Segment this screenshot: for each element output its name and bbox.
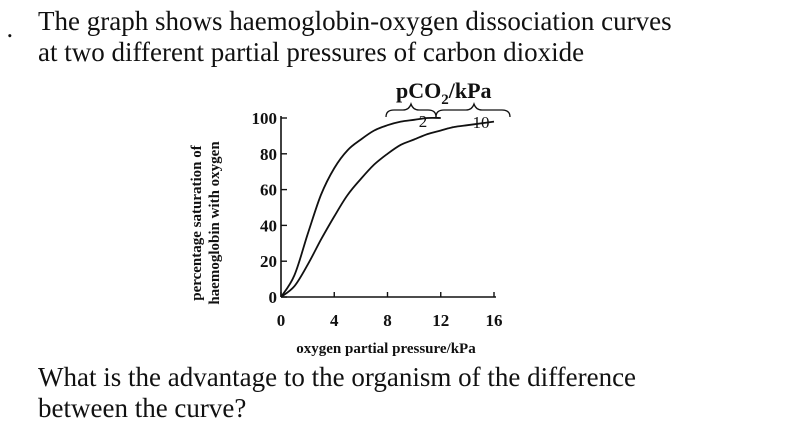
question-bullet: . — [6, 15, 14, 43]
x-axis-label: oxygen partial pressure/kPa — [296, 341, 476, 357]
y-tick-label: 20 — [260, 252, 277, 271]
y-tick-label: 0 — [269, 288, 278, 307]
legend-brace-2 — [385, 101, 437, 118]
x-tick-label: 16 — [486, 311, 503, 330]
curve-pco2-2 — [280, 116, 441, 298]
question-line-1: The graph shows haemoglobin-oxygen disso… — [38, 6, 672, 36]
series-label-2: 2 — [419, 112, 428, 131]
x-tick-label: 4 — [330, 311, 339, 330]
x-tick-label: 0 — [277, 311, 286, 330]
y-tick-label: 60 — [260, 181, 277, 200]
x-tick-label: 12 — [432, 311, 449, 330]
question-prompt: What is the advantage to the organism of… — [38, 362, 778, 424]
y-axis-label-1: percentage saturation of — [189, 144, 205, 301]
x-tick-label: 8 — [383, 311, 392, 330]
question-text: The graph shows haemoglobin-oxygen disso… — [38, 6, 778, 68]
question-prompt-line-2: between the curve? — [38, 393, 247, 423]
y-tick-label: 80 — [260, 145, 277, 164]
y-tick-label: 100 — [252, 109, 278, 128]
question-prompt-line-1: What is the advantage to the organism of… — [38, 362, 637, 392]
y-tick-label: 40 — [260, 216, 277, 235]
question-line-2: at two different partial pressures of ca… — [38, 37, 585, 67]
legend-title: pCO2/kPa — [396, 78, 492, 108]
curve-pco2-10 — [280, 120, 495, 298]
legend-brace-10 — [435, 101, 511, 118]
y-axis-label-2: haemoglobin with oxygen — [207, 141, 223, 305]
series-label-10: 10 — [473, 113, 490, 132]
